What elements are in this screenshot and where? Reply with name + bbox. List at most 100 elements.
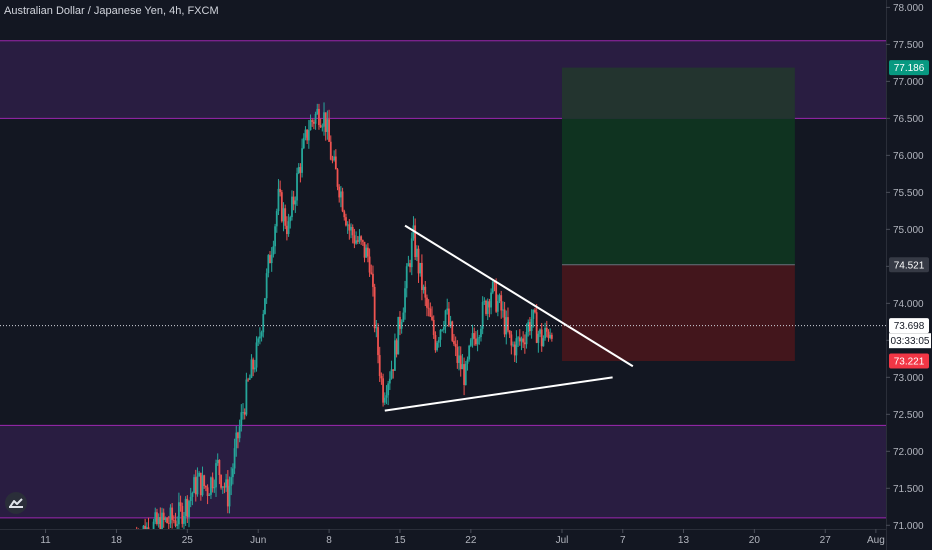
candle-34 — [193, 474, 195, 494]
candle-124 — [345, 213, 347, 227]
candle-133 — [360, 235, 363, 245]
candle-177 — [434, 331, 437, 353]
candle-body — [306, 129, 309, 141]
candle-body — [540, 329, 543, 347]
price-axis[interactable]: 71.00071.50072.00072.50073.00073.50074.0… — [886, 0, 932, 550]
candle-body — [324, 112, 327, 132]
candle-body — [518, 337, 521, 342]
candle-106 — [314, 111, 317, 130]
candle-128 — [351, 224, 354, 244]
candle-body — [331, 159, 334, 161]
candle-body — [530, 318, 533, 332]
candle-152 — [392, 369, 395, 379]
price-tick-label-12: 77.000 — [893, 77, 924, 88]
candle-228 — [520, 336, 523, 351]
candle-151 — [390, 360, 393, 380]
time-tick-label-10: 20 — [749, 535, 761, 546]
candle-body — [380, 376, 383, 379]
candle-16 — [162, 508, 165, 528]
candle-76 — [264, 297, 266, 315]
candle-189 — [454, 336, 457, 357]
candle-body — [316, 108, 319, 114]
target-zone-upper[interactable] — [561, 67, 795, 119]
candle-body — [284, 208, 287, 226]
candle-body — [255, 342, 258, 368]
candle-135 — [363, 241, 366, 263]
target-zone[interactable] — [561, 118, 795, 265]
candle-body — [348, 224, 351, 231]
candle-48 — [216, 453, 219, 466]
candle-134 — [361, 239, 364, 246]
price-tick-label-2: 72.000 — [893, 447, 924, 458]
candle-132 — [358, 229, 361, 244]
candle-body — [275, 211, 278, 227]
candle-41 — [204, 485, 207, 492]
candle-body — [172, 519, 175, 521]
candle-82 — [274, 223, 276, 254]
candle-body — [193, 477, 195, 493]
candle-158 — [402, 307, 405, 323]
time-tick-label-2: 25 — [182, 535, 194, 546]
candle-body — [291, 196, 293, 218]
candle-114 — [328, 109, 330, 142]
candle-88 — [284, 204, 287, 230]
candle-body — [375, 327, 378, 329]
candle-body — [427, 307, 430, 309]
candle-233 — [529, 317, 531, 336]
candle-body — [353, 235, 356, 244]
candle-102 — [307, 119, 310, 149]
candle-119 — [336, 168, 339, 191]
candle-body — [218, 460, 221, 475]
candle-body — [206, 487, 209, 496]
candle-227 — [518, 329, 521, 346]
candle-142 — [375, 320, 378, 338]
candle-body — [282, 208, 285, 222]
candle-155 — [397, 316, 400, 355]
candle-body — [515, 338, 518, 356]
candle-body — [194, 477, 197, 495]
stop-zone[interactable] — [561, 264, 795, 361]
trendline-0[interactable] — [404, 224, 634, 368]
candle-117 — [333, 150, 336, 162]
candle-126 — [348, 219, 351, 240]
candle-175 — [431, 306, 433, 322]
time-tick-label-6: 22 — [465, 535, 477, 546]
candle-95 — [296, 167, 298, 206]
candle-206 — [483, 297, 486, 305]
candle-91 — [289, 215, 292, 229]
candle-65 — [245, 372, 248, 417]
candle-body — [439, 330, 442, 340]
candle-213 — [495, 278, 498, 313]
candle-body — [221, 486, 224, 488]
candle-37 — [198, 471, 201, 477]
candle-body — [198, 472, 201, 477]
time-axis[interactable]: 11 18 25 Jun 8 15 22 Jul 7 13 20 27 Aug — [0, 529, 886, 550]
candle-body — [405, 266, 408, 289]
triangle-trendlines[interactable] — [384, 224, 634, 412]
candle-202 — [476, 329, 479, 352]
long-position-tool[interactable] — [561, 67, 795, 361]
candle-47 — [215, 459, 217, 497]
candle-body — [338, 186, 341, 198]
candle-232 — [527, 319, 530, 337]
candle-body — [415, 248, 418, 257]
candle-107 — [316, 103, 319, 115]
candle-64 — [243, 408, 246, 420]
candle-body — [240, 412, 243, 427]
candle-body — [181, 506, 184, 524]
candle-body — [154, 512, 157, 522]
candle-75 — [262, 309, 265, 338]
time-tick-label-12: Aug — [867, 535, 885, 546]
candle-32 — [189, 487, 192, 508]
candle-body — [345, 217, 347, 226]
candle-body — [248, 377, 251, 380]
candle-body — [297, 167, 300, 174]
candle-body — [228, 485, 231, 507]
candle-body — [274, 226, 276, 247]
candle-212 — [493, 280, 496, 292]
candle-body — [522, 338, 525, 343]
trendline-1[interactable] — [384, 376, 613, 412]
candle-body — [410, 238, 413, 268]
price-tick-label-9: 75.500 — [893, 188, 924, 199]
